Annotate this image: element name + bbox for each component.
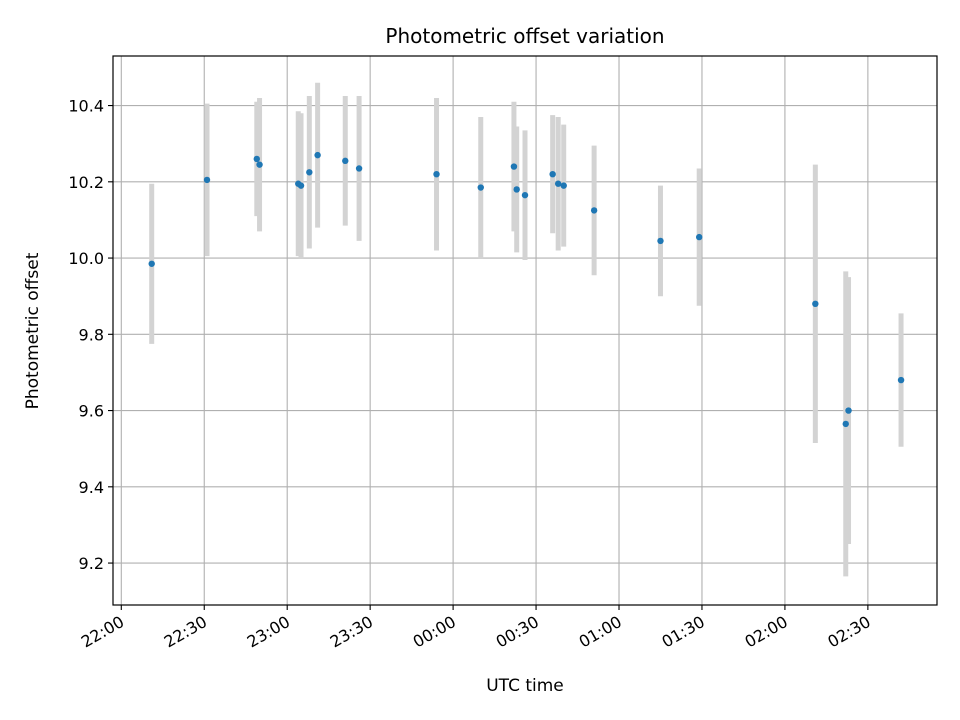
data-point [314,151,321,159]
y-tick-label: 9.2 [79,554,104,573]
data-point [510,163,518,170]
data-point [560,182,567,189]
x-axis-title: UTC time [486,676,564,696]
data-point [521,191,529,199]
data-point [148,260,155,267]
data-point [549,170,556,178]
data-point [845,407,852,414]
data-point [696,233,703,241]
y-axis-ticks: 9.2 9.4 9.6 9.8 10.0 10.2 10.4 [68,97,113,573]
data-point [513,186,520,193]
plot-area-frame [112,55,938,606]
y-tick-label: 10.0 [68,249,104,268]
y-tick-label: 9.4 [79,478,104,497]
data-point [842,420,849,428]
data-point [590,207,598,214]
data-point [297,182,305,189]
chart-title: Photometric offset variation [385,24,664,48]
y-tick-label: 9.8 [79,325,104,344]
data-point [657,237,664,245]
y-tick-label: 10.4 [68,97,104,116]
data-point [256,161,263,168]
data-point [342,157,349,165]
y-tick-label: 9.6 [79,402,104,421]
data-point [253,155,260,163]
y-axis-title: Photometric offset [23,252,43,409]
data-markers [148,151,905,428]
data-point [306,169,313,176]
data-point [433,170,440,178]
data-point [897,376,905,384]
grid [113,56,937,605]
data-point [203,176,211,184]
data-point [355,165,363,172]
data-point [812,300,819,308]
data-point [554,180,562,187]
data-point [477,184,484,191]
y-tick-label: 10.2 [68,173,104,192]
